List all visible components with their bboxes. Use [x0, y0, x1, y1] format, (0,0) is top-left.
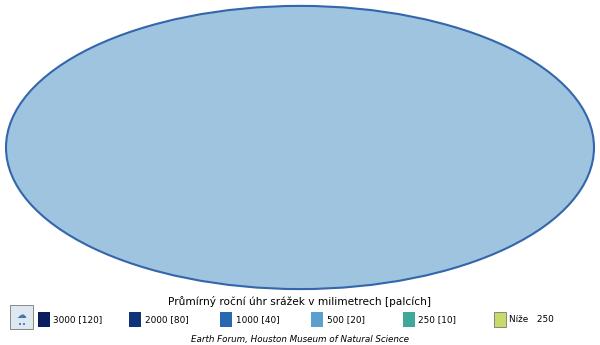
- Ellipse shape: [6, 6, 594, 289]
- Bar: [10, 305, 33, 329]
- Text: Průmírný roční úhr srážek v milimetrech [palcích]: Průmírný roční úhr srážek v milimetrech …: [169, 296, 431, 307]
- Bar: [220, 312, 232, 327]
- Text: ☁: ☁: [17, 310, 26, 320]
- Text: Níže   250: Níže 250: [509, 315, 554, 324]
- Bar: [311, 312, 323, 327]
- Text: 1000 [40]: 1000 [40]: [236, 315, 280, 324]
- Text: Earth Forum, Houston Museum of Natural Science: Earth Forum, Houston Museum of Natural S…: [191, 335, 409, 344]
- Text: 3000 [120]: 3000 [120]: [53, 315, 103, 324]
- Text: 250 [10]: 250 [10]: [418, 315, 456, 324]
- Bar: [129, 312, 141, 327]
- Bar: [494, 312, 506, 327]
- Text: 2000 [80]: 2000 [80]: [145, 315, 188, 324]
- Bar: [38, 312, 50, 327]
- Text: 500 [20]: 500 [20]: [327, 315, 365, 324]
- Text: ••: ••: [17, 322, 26, 328]
- Bar: [403, 312, 415, 327]
